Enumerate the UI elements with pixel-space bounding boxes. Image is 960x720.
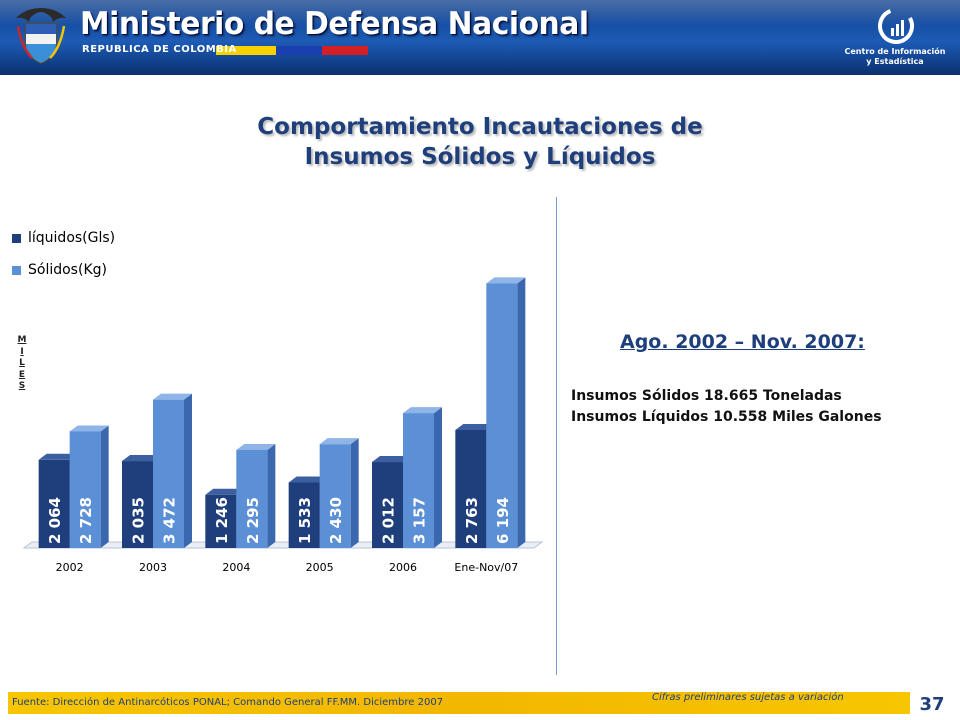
bar-solidos-side: [434, 407, 442, 548]
bar-liquidos-top: [38, 453, 78, 460]
bar-liquidos-top: [122, 455, 161, 462]
legend-label-liquidos: líquidos(Gls): [28, 230, 116, 246]
data-label-liquidos: 1 533: [296, 497, 314, 544]
bar-solidos-side: [267, 443, 276, 548]
y-axis-unit-letter: M: [17, 335, 27, 345]
data-label-liquidos: 2 763: [463, 497, 481, 544]
vertical-divider: [556, 197, 557, 675]
x-tick-label: 2005: [306, 561, 334, 574]
information-center-label: Centro de Información y Estadística: [840, 47, 950, 67]
bar-liquidos-top: [372, 456, 411, 463]
bar-liquidos: [122, 461, 153, 548]
bar-solidos-top: [153, 393, 192, 400]
page-title: Comportamiento Incautaciones de Insumos …: [150, 112, 810, 172]
bar-liquidos-top: [455, 423, 495, 430]
bar-solidos-top: [403, 407, 442, 414]
x-tick-label: Ene-Nov/07: [454, 561, 518, 574]
bar-solidos: [236, 449, 268, 548]
bar-solidos-side: [350, 438, 359, 548]
legend-label-solidos: Sólidos(Kg): [28, 262, 107, 278]
y-axis-unit-letter: E: [18, 369, 26, 380]
period-heading: Ago. 2002 – Nov. 2007:: [620, 331, 865, 353]
legend-item-liquidos: líquidos(Gls): [12, 222, 115, 254]
bar-liquidos-top: [205, 488, 245, 495]
flag-stripe-blue: [276, 46, 322, 55]
summary-solid: Insumos Sólidos 18.665 Toneladas: [571, 388, 842, 404]
data-label-solidos: 3 157: [411, 497, 429, 544]
data-label-solidos: 2 430: [327, 497, 345, 544]
y-axis-unit-letter: L: [19, 358, 25, 368]
information-center-line2: y Estadística: [866, 57, 924, 66]
y-axis-unit-letter: I: [20, 346, 24, 357]
bar-liquidos: [38, 459, 70, 548]
bar-solidos-top: [69, 425, 109, 432]
bar-liquidos: [372, 462, 403, 548]
legend-swatch-solidos: [12, 265, 21, 275]
footer-bar: [8, 692, 910, 714]
bar-liquidos-top: [288, 476, 328, 483]
legend-swatch-liquidos: [12, 233, 21, 243]
flag-stripe-red: [322, 46, 368, 55]
header-shine: [0, 0, 960, 26]
bar-solidos-top: [236, 443, 276, 450]
footer-note: Cifras preliminares sujetas a variación: [652, 692, 844, 703]
bar-solidos-side: [517, 277, 526, 548]
data-label-liquidos: 2 035: [130, 497, 148, 544]
x-tick-label: 2003: [139, 561, 167, 574]
bar-chart: 2 064 2 728 2002 2 035 3 472 2003 1 246 2 295 20…: [22, 277, 544, 574]
data-label-liquidos: 2 064: [46, 497, 64, 544]
information-center-line1: Centro de Información: [844, 47, 946, 56]
data-label-solidos: 3 472: [161, 497, 179, 544]
flag-stripe-yellow: [216, 46, 276, 55]
header-banner: Ministerio de Defensa Nacional REPUBLICA…: [0, 0, 960, 75]
republica-label: REPUBLICA DE COLOMBIA: [82, 44, 237, 55]
ministry-title: Ministerio de Defensa Nacional: [80, 6, 589, 42]
data-label-solidos: 6 194: [494, 497, 512, 544]
bar-solidos: [153, 399, 184, 548]
data-label-liquidos: 1 246: [213, 497, 231, 544]
legend-item-solidos: Sólidos(Kg): [12, 254, 115, 286]
page-title-line2: Insumos Sólidos y Líquidos: [304, 144, 656, 170]
x-tick-label: 2004: [222, 561, 250, 574]
colombia-coat-of-arms-icon: [16, 8, 66, 64]
data-label-solidos: 2 728: [77, 497, 95, 544]
bar-solidos: [486, 283, 518, 548]
page-number: 37: [919, 694, 945, 715]
bar-solidos-side: [100, 425, 109, 548]
bar-solidos-top: [319, 438, 359, 445]
summary-text: Insumos Sólidos 18.665 Toneladas Insumos…: [571, 386, 882, 428]
data-label-liquidos: 2 012: [380, 497, 398, 544]
bar-liquidos: [205, 494, 237, 548]
page-title-line1: Comportamiento Incautaciones de: [257, 114, 703, 140]
statistics-center-logo-icon: [878, 8, 914, 44]
bar-solidos-top: [486, 277, 526, 284]
bar-liquidos: [455, 429, 487, 548]
bar-solidos-side: [184, 393, 192, 548]
footer-source: Fuente: Dirección de Antinarcóticos PONA…: [12, 697, 444, 708]
data-label-solidos: 2 295: [244, 497, 262, 544]
bar-solidos: [69, 431, 101, 548]
x-tick-label: 2006: [389, 561, 417, 574]
bar-solidos: [319, 444, 351, 548]
bar-liquidos: [288, 482, 320, 548]
bar-solidos: [403, 413, 434, 548]
chart-legend: líquidos(Gls) Sólidos(Kg): [12, 222, 115, 286]
summary-liquid: Insumos Líquidos 10.558 Miles Galones: [571, 409, 882, 425]
y-axis-unit-letter: S: [18, 381, 26, 391]
x-tick-label: 2002: [56, 561, 84, 574]
